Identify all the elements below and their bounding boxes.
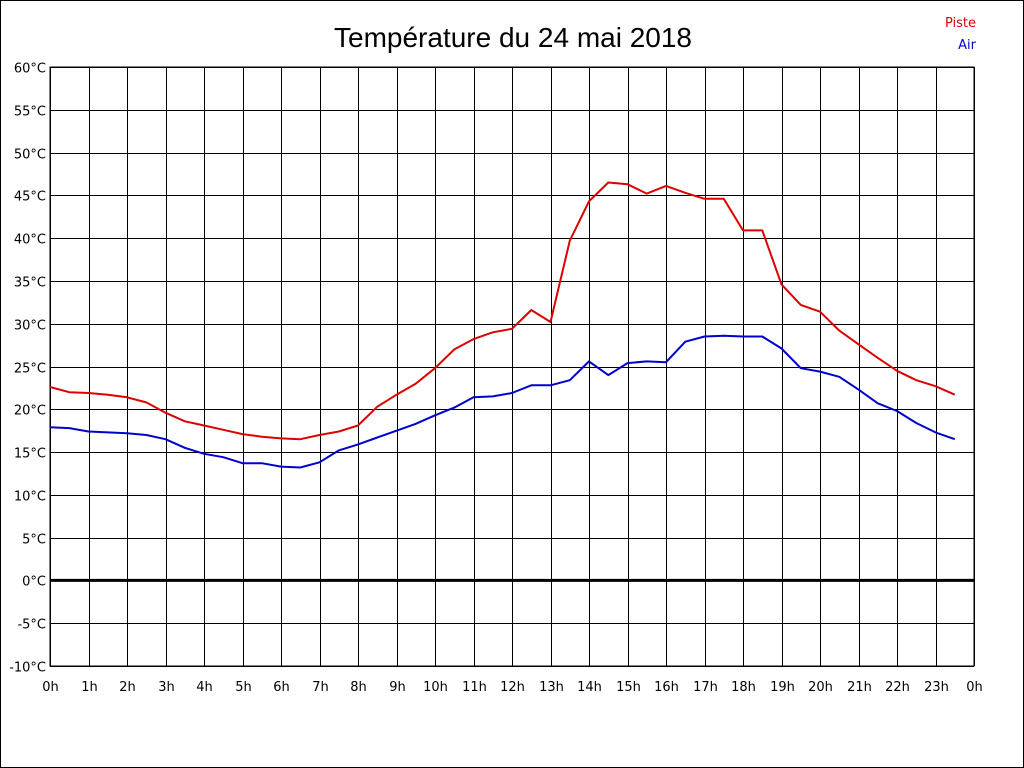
x-tick-label: 14h bbox=[577, 680, 602, 695]
y-tick-label: -5°C bbox=[17, 618, 46, 633]
y-tick-label: 15°C bbox=[14, 447, 46, 462]
y-tick-label: 35°C bbox=[14, 276, 46, 291]
y-tick-label: 60°C bbox=[14, 62, 46, 77]
chart-title: Température du 24 mai 2018 bbox=[334, 22, 692, 53]
x-tick-label: 2h bbox=[119, 680, 136, 695]
x-tick-label: 21h bbox=[847, 680, 872, 695]
legend-label-piste: Piste bbox=[945, 16, 976, 31]
x-tick-label: 12h bbox=[500, 680, 525, 695]
series-line-piste bbox=[49, 181, 956, 441]
x-tick-label: 5h bbox=[235, 680, 252, 695]
x-tick-label: 6h bbox=[273, 680, 290, 695]
series-lines bbox=[49, 181, 956, 469]
y-tick-label: 55°C bbox=[14, 105, 46, 120]
x-tick-label: 22h bbox=[885, 680, 910, 695]
x-tick-label: 3h bbox=[158, 680, 175, 695]
series-line-air bbox=[49, 334, 956, 469]
y-tick-label: 50°C bbox=[14, 148, 46, 163]
x-tick-label: 8h bbox=[350, 680, 367, 695]
x-tick-label: 10h bbox=[423, 680, 448, 695]
y-tick-label: 40°C bbox=[14, 233, 46, 248]
tick-labels: 0h 1h 2h 3h 4h 5h 6h 7h 8h 9h 10h 11h 12h 13h 14h 15h 16… bbox=[9, 62, 983, 696]
x-tick-label: 11h bbox=[462, 680, 487, 695]
y-tick-label: 5°C bbox=[22, 533, 46, 548]
x-tick-label: 20h bbox=[808, 680, 833, 695]
y-tick-label: -10°C bbox=[9, 661, 46, 676]
x-tick-label: 7h bbox=[312, 680, 329, 695]
y-tick-label: 0°C bbox=[22, 575, 46, 590]
x-tick-label: 18h bbox=[731, 680, 756, 695]
grid bbox=[49, 66, 975, 667]
y-tick-label: 10°C bbox=[14, 490, 46, 505]
y-tick-label: 25°C bbox=[14, 362, 46, 377]
x-tick-label: 17h bbox=[693, 680, 718, 695]
x-tick-label: 15h bbox=[616, 680, 641, 695]
legend: Piste Air bbox=[945, 16, 977, 53]
x-tick-label: 9h bbox=[389, 680, 406, 695]
y-tick-label: 30°C bbox=[14, 319, 46, 334]
x-tick-label: 23h bbox=[924, 680, 949, 695]
y-tick-label: 45°C bbox=[14, 190, 46, 205]
x-tick-label: 19h bbox=[770, 680, 795, 695]
legend-label-air: Air bbox=[958, 38, 977, 53]
x-tick-label: 4h bbox=[196, 680, 213, 695]
x-tick-label: 13h bbox=[539, 680, 564, 695]
x-tick-label: 1h bbox=[81, 680, 98, 695]
x-tick-label: 0h bbox=[966, 680, 983, 695]
y-tick-label: 20°C bbox=[14, 404, 46, 419]
x-tick-label: 16h bbox=[654, 680, 679, 695]
x-tick-label: 0h bbox=[42, 680, 59, 695]
